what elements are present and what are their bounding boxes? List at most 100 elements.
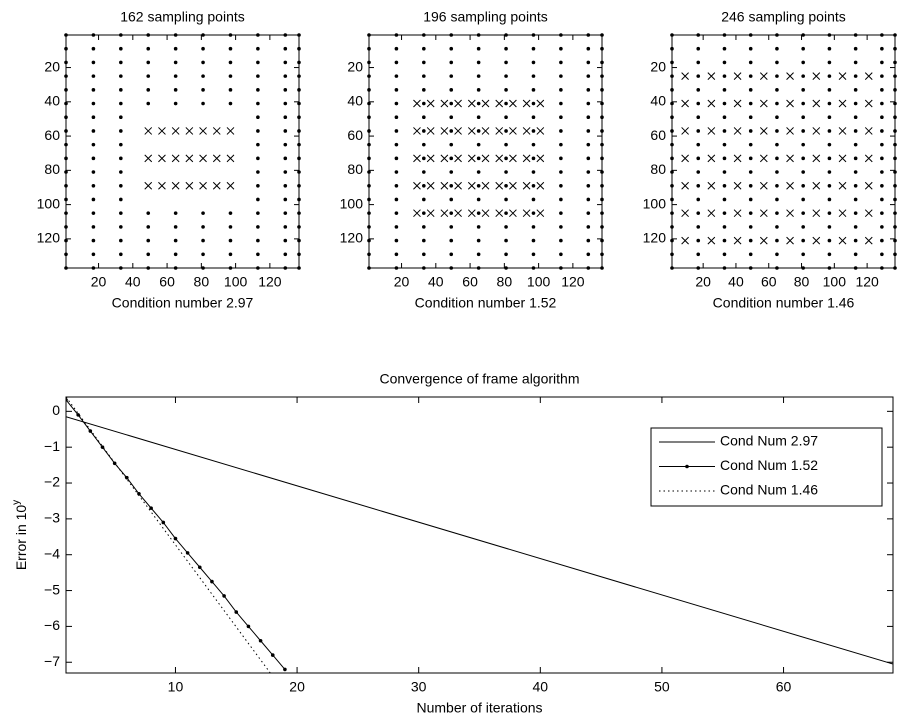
sample-dot [297, 197, 301, 202]
sample-dot [283, 156, 288, 161]
sample-dot [893, 115, 897, 120]
sample-dot [504, 142, 508, 147]
sample-dot [173, 211, 178, 215]
sample-cross [481, 181, 490, 190]
sample-dot [880, 115, 884, 120]
sample-cross [522, 99, 531, 108]
sample-dot [91, 170, 96, 174]
series-marker [210, 579, 214, 584]
sample-dot [748, 225, 753, 229]
sample-dot [476, 46, 481, 51]
axes-frame [65, 34, 300, 269]
sample-dot [367, 238, 371, 243]
sample-dot [775, 88, 779, 92]
sample-dot [476, 33, 481, 37]
sample-dot [367, 183, 371, 188]
sample-dot [801, 225, 805, 229]
sample-cross [495, 154, 504, 163]
sample-dot [722, 129, 727, 133]
sample-dot [893, 129, 897, 133]
sample-dot [722, 252, 727, 257]
sample-dot [670, 197, 674, 202]
y-tick-label: −5 [44, 581, 60, 597]
sample-dot [722, 142, 727, 147]
sample-dot [586, 142, 591, 147]
sample-dot [256, 60, 260, 65]
chart-title: 162 sampling points [120, 9, 245, 25]
sample-cross [481, 209, 490, 218]
sample-dot [394, 252, 399, 257]
sample-dot [394, 156, 399, 161]
x-tick-label: 120 [561, 274, 585, 290]
sample-dot [422, 46, 426, 51]
sample-dot [256, 101, 260, 106]
sample-dot [119, 46, 123, 51]
sample-dot [559, 33, 563, 37]
sample-cross [864, 236, 873, 245]
sample-dot [146, 211, 151, 215]
sample-dot [119, 211, 123, 215]
sample-dot [91, 197, 96, 202]
sample-dot [283, 60, 288, 65]
sample-dot [119, 115, 123, 120]
sample-dot [893, 252, 897, 257]
sample-cross [707, 236, 716, 245]
sample-dot [696, 46, 701, 51]
sample-cross [707, 127, 716, 135]
sample-dot [283, 266, 288, 270]
y-axis-label: Error in 10y [11, 500, 29, 570]
sample-dot [670, 142, 674, 147]
sample-dot [228, 252, 233, 257]
sample-dot [146, 225, 151, 229]
sample-dot [146, 266, 151, 270]
sample-cross [681, 72, 689, 80]
sample-dot [722, 225, 727, 229]
sample-cross [212, 154, 221, 163]
sample-dot [283, 46, 288, 51]
sample-dot [559, 183, 563, 188]
sample-dot [173, 252, 178, 257]
x-axis-label: Condition number 2.97 [112, 295, 254, 311]
sample-dot [64, 88, 68, 92]
sample-dot [748, 74, 753, 78]
series-marker [137, 491, 141, 496]
sample-cross [786, 236, 794, 245]
sample-dot [64, 170, 68, 174]
sample-dot [201, 211, 205, 215]
sample-dot [531, 115, 536, 120]
sample-cross [454, 127, 462, 135]
sample-dot [801, 156, 805, 161]
sample-dot [827, 252, 832, 257]
sample-dot [827, 225, 832, 229]
sample-dot [801, 60, 805, 65]
sample-cross [413, 209, 421, 218]
sample-dot [600, 88, 604, 92]
sample-cross [440, 99, 449, 108]
sample-dot [670, 211, 674, 215]
sample-dot [722, 115, 727, 120]
sample-cross [509, 127, 517, 135]
sample-dot [827, 101, 832, 106]
sample-dot [827, 74, 832, 78]
sample-dot [586, 60, 591, 65]
sample-dot [801, 238, 805, 243]
sample-cross [812, 236, 821, 245]
sample-dot [531, 225, 536, 229]
sample-cross [838, 181, 847, 190]
sample-dot [748, 238, 753, 243]
sample-dot [853, 197, 858, 202]
y-tick-label: 120 [643, 230, 667, 246]
sample-dot [228, 88, 233, 92]
sample-dot [893, 60, 897, 65]
sample-dot [748, 252, 753, 257]
sample-dot [696, 88, 701, 92]
sample-dot [173, 238, 178, 243]
sample-dot [775, 74, 779, 78]
sample-cross [838, 154, 847, 163]
sample-dot [880, 60, 884, 65]
sample-dot [422, 238, 426, 243]
sample-dot [422, 197, 426, 202]
sample-dot [476, 60, 481, 65]
sample-dot [853, 46, 858, 51]
sample-dot [422, 101, 426, 106]
